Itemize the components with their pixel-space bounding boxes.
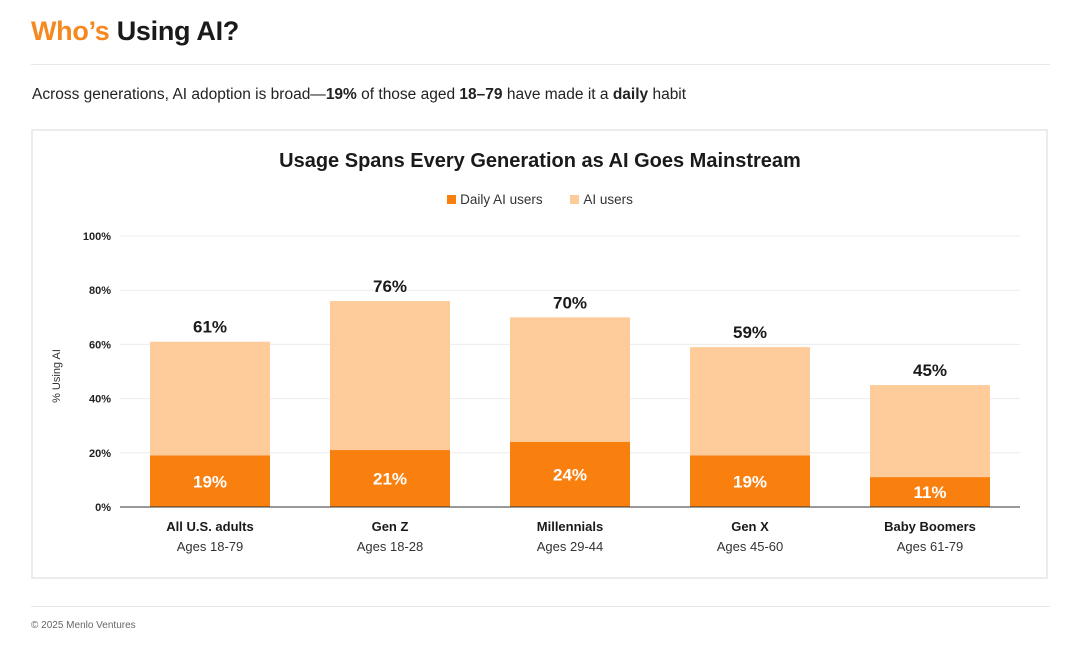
x-tick-label: Baby Boomers xyxy=(884,519,976,534)
x-tick-sublabel: Ages 61-79 xyxy=(897,539,964,554)
y-tick-label: 80% xyxy=(89,285,111,297)
footer-copyright: © 2025 Menlo Ventures xyxy=(31,620,136,631)
x-tick-sublabel: Ages 45-60 xyxy=(717,539,784,554)
bar-daily-ai-users xyxy=(330,450,450,507)
subtitle-text: Across generations, AI adoption is broad… xyxy=(32,86,326,103)
y-tick-label: 100% xyxy=(83,231,111,243)
subtitle-text: of those aged xyxy=(356,86,460,103)
x-tick-sublabel: Ages 18-79 xyxy=(177,539,244,554)
legend-item-daily: Daily AI users xyxy=(447,192,543,207)
page-title: Who’s Using AI? xyxy=(31,16,239,47)
subtitle-highlight-ages: 18–79 xyxy=(459,86,503,103)
legend-label-users: AI users xyxy=(583,192,633,207)
y-tick-label: 20% xyxy=(89,448,111,460)
bar-daily-ai-users xyxy=(870,477,990,507)
x-tick-sublabel: Ages 18-28 xyxy=(357,539,424,554)
x-tick-label: Gen X xyxy=(731,519,769,534)
footer-divider xyxy=(31,606,1050,607)
data-label-ai-users: 76% xyxy=(373,277,407,296)
subtitle-text: have made it a xyxy=(502,86,613,103)
legend-swatch-users xyxy=(570,195,580,204)
x-tick-label: All U.S. adults xyxy=(166,519,253,534)
x-tick-label: Gen Z xyxy=(372,519,409,534)
bar-daily-ai-users xyxy=(150,455,270,507)
page-title-accent: Who’s xyxy=(31,16,110,46)
data-label-ai-users: 59% xyxy=(733,323,767,342)
chart-legend: Daily AI users AI users xyxy=(0,192,1080,207)
data-label-ai-users: 70% xyxy=(553,293,587,312)
x-tick-label: Millennials xyxy=(537,519,603,534)
data-label-ai-users: 45% xyxy=(913,361,947,380)
page-title-rest: Using AI? xyxy=(109,16,240,46)
legend-label-daily: Daily AI users xyxy=(460,192,543,207)
data-label-ai-users: 61% xyxy=(193,318,227,337)
subtitle-text: habit xyxy=(648,86,687,103)
y-tick-label: 0% xyxy=(95,502,111,514)
data-label-daily: 11% xyxy=(913,483,946,502)
data-label-daily: 21% xyxy=(373,470,407,489)
data-label-daily: 19% xyxy=(193,472,227,491)
page-subtitle: Across generations, AI adoption is broad… xyxy=(32,86,686,104)
data-label-daily: 19% xyxy=(733,472,767,491)
chart-title: Usage Spans Every Generation as AI Goes … xyxy=(279,150,801,172)
x-tick-sublabel: Ages 29-44 xyxy=(537,539,604,554)
legend-item-users: AI users xyxy=(570,192,633,207)
data-label-daily: 24% xyxy=(553,465,587,484)
bar-daily-ai-users xyxy=(510,441,630,507)
y-tick-label: 40% xyxy=(89,394,111,406)
header-divider xyxy=(31,64,1050,65)
y-tick-label: 60% xyxy=(89,339,111,351)
legend-swatch-daily xyxy=(447,195,457,204)
subtitle-highlight-percent: 19% xyxy=(325,86,357,103)
bar-daily-ai-users xyxy=(690,455,810,507)
subtitle-highlight-daily: daily xyxy=(612,86,649,103)
